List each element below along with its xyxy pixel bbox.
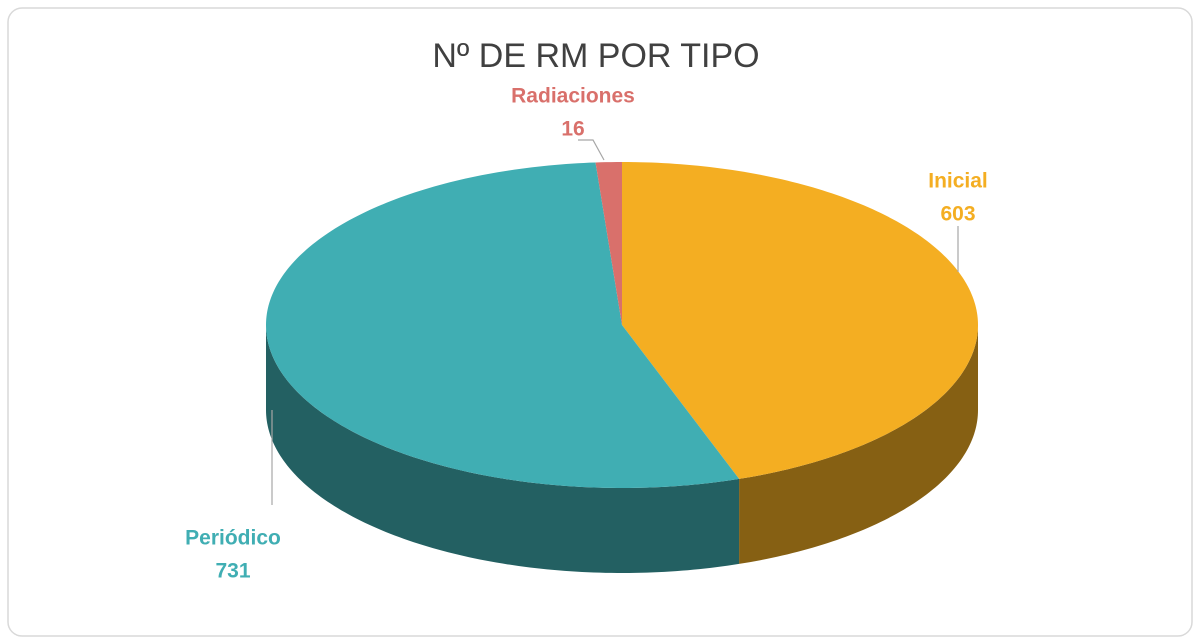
leader-line [578, 139, 605, 161]
slice-side [266, 325, 740, 573]
slice [595, 162, 622, 325]
data-label-name: Inicial [928, 170, 988, 193]
data-label-name: Radiaciones [511, 85, 635, 108]
data-label-value: 603 [940, 203, 975, 226]
slice-side [739, 325, 978, 564]
data-label-value: 731 [215, 560, 250, 583]
slice [622, 162, 978, 479]
data-label-value: 16 [561, 118, 584, 141]
slice [266, 162, 740, 488]
data-label-name: Periódico [185, 527, 281, 550]
chart-title: Nº DE RM POR TIPO [432, 37, 759, 75]
